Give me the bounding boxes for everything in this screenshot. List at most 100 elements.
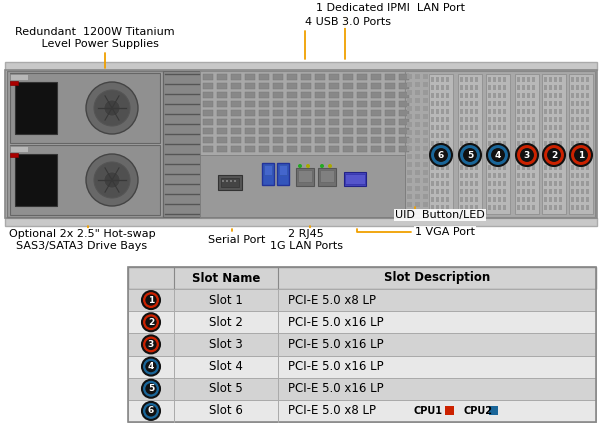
Bar	[415, 98, 420, 103]
Bar	[503, 141, 506, 146]
Bar	[407, 194, 412, 199]
Bar	[385, 92, 395, 98]
Bar	[549, 77, 552, 82]
Bar	[586, 77, 589, 82]
Bar	[273, 146, 283, 152]
Bar	[576, 125, 579, 130]
Bar	[5, 62, 597, 70]
Circle shape	[226, 180, 228, 182]
Bar	[301, 92, 311, 98]
Circle shape	[94, 90, 130, 126]
Bar	[571, 77, 574, 82]
Bar	[493, 149, 496, 154]
Bar	[415, 122, 420, 127]
Bar	[465, 181, 468, 186]
Bar	[559, 85, 562, 90]
Bar	[423, 82, 428, 87]
Bar	[407, 114, 412, 119]
Bar	[217, 74, 227, 80]
Bar	[571, 93, 574, 98]
Circle shape	[459, 144, 481, 166]
Bar	[544, 101, 547, 106]
Bar	[517, 125, 520, 130]
Bar	[343, 146, 353, 152]
Bar	[493, 117, 496, 122]
Bar	[301, 83, 311, 89]
Bar	[423, 186, 428, 191]
Bar	[217, 83, 227, 89]
Bar	[277, 163, 289, 185]
Bar	[544, 125, 547, 130]
Circle shape	[234, 180, 236, 182]
Bar	[527, 125, 530, 130]
Bar	[446, 93, 449, 98]
Bar	[315, 74, 325, 80]
Bar	[493, 125, 496, 130]
Bar	[503, 165, 506, 170]
Bar	[498, 197, 501, 202]
Bar	[515, 74, 539, 214]
Bar	[554, 157, 557, 162]
Bar	[460, 149, 463, 154]
Bar	[465, 85, 468, 90]
Bar	[460, 85, 463, 90]
Bar	[475, 165, 478, 170]
Bar	[586, 189, 589, 194]
Bar	[446, 117, 449, 122]
Bar	[559, 101, 562, 106]
Bar	[576, 133, 579, 138]
Bar	[493, 141, 496, 146]
Bar	[470, 189, 473, 194]
Bar	[470, 85, 473, 90]
Bar	[259, 119, 269, 125]
Bar	[498, 101, 501, 106]
Bar	[532, 125, 535, 130]
Bar	[571, 197, 574, 202]
Bar	[436, 117, 439, 122]
Bar	[586, 173, 589, 178]
Bar	[470, 205, 473, 210]
Bar	[475, 205, 478, 210]
Bar	[231, 83, 241, 89]
Bar	[429, 74, 453, 214]
Bar	[488, 77, 491, 82]
Bar	[571, 85, 574, 90]
Bar	[581, 141, 584, 146]
Bar	[493, 157, 496, 162]
Bar	[259, 146, 269, 152]
Text: PCI-E 5.0 x8 LP: PCI-E 5.0 x8 LP	[288, 404, 376, 417]
Bar	[571, 117, 574, 122]
Bar	[415, 106, 420, 111]
Bar	[203, 92, 213, 98]
Bar	[544, 181, 547, 186]
Bar	[517, 165, 520, 170]
Circle shape	[145, 338, 157, 351]
Bar	[488, 157, 491, 162]
Bar	[498, 85, 501, 90]
Text: 1 Dedicated IPMI  LAN Port: 1 Dedicated IPMI LAN Port	[316, 3, 464, 59]
Bar	[315, 137, 325, 143]
Bar	[287, 119, 297, 125]
Bar	[431, 197, 434, 202]
Bar	[559, 117, 562, 122]
Bar	[128, 355, 596, 378]
Bar	[554, 117, 557, 122]
Bar	[470, 141, 473, 146]
Bar	[259, 74, 269, 80]
Bar	[554, 125, 557, 130]
Bar	[218, 175, 242, 190]
Bar	[544, 205, 547, 210]
Bar	[399, 101, 409, 107]
Bar	[245, 146, 255, 152]
Bar	[532, 157, 535, 162]
Bar	[441, 149, 444, 154]
Circle shape	[516, 144, 538, 166]
Bar	[493, 109, 496, 114]
Bar	[441, 157, 444, 162]
Bar	[446, 85, 449, 90]
Circle shape	[570, 144, 592, 166]
Bar	[503, 205, 506, 210]
Bar	[554, 165, 557, 170]
Circle shape	[142, 313, 160, 331]
Bar	[503, 173, 506, 178]
